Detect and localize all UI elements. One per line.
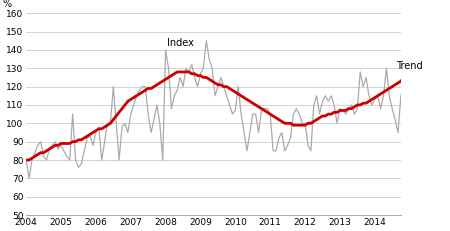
Text: Index: Index <box>167 38 194 48</box>
Y-axis label: %: % <box>3 0 12 9</box>
Text: Trend: Trend <box>396 61 423 71</box>
